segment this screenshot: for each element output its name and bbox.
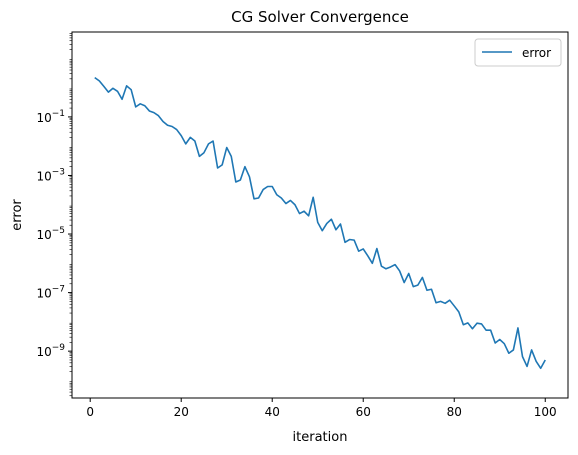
x-tick-label: 60	[356, 405, 371, 419]
x-tick-label: 100	[534, 405, 557, 419]
x-tick-label: 80	[447, 405, 462, 419]
x-tick-label: 20	[174, 405, 189, 419]
chart-title: CG Solver Convergence	[231, 8, 409, 26]
x-tick-label: 40	[265, 405, 280, 419]
legend: error	[475, 39, 561, 66]
y-axis-label: error	[10, 199, 25, 231]
plot-area	[72, 32, 568, 398]
legend-label: error	[522, 46, 551, 60]
x-tick-label: 0	[86, 405, 94, 419]
x-axis-label: iteration	[293, 430, 348, 445]
